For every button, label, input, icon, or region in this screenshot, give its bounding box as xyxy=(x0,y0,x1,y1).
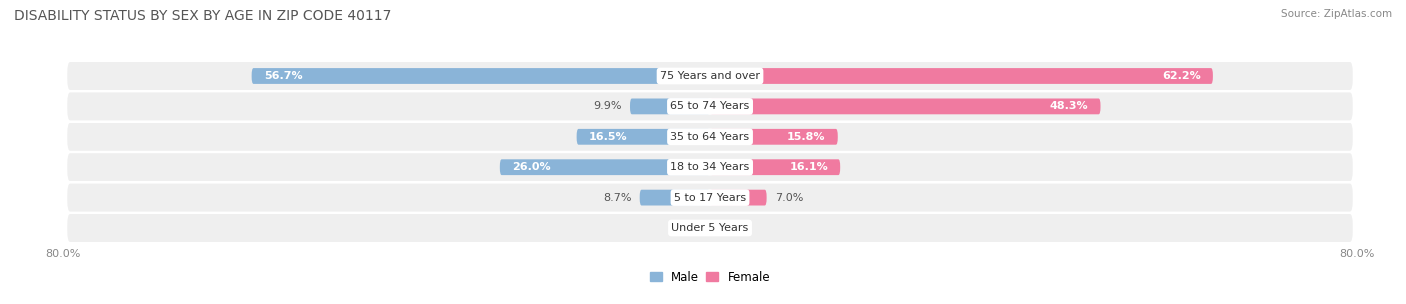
Text: 16.1%: 16.1% xyxy=(789,162,828,172)
Text: 8.7%: 8.7% xyxy=(603,193,631,202)
Text: Source: ZipAtlas.com: Source: ZipAtlas.com xyxy=(1281,9,1392,19)
FancyBboxPatch shape xyxy=(576,129,710,145)
Text: 9.9%: 9.9% xyxy=(593,102,621,111)
Text: 65 to 74 Years: 65 to 74 Years xyxy=(671,102,749,111)
FancyBboxPatch shape xyxy=(710,129,838,145)
FancyBboxPatch shape xyxy=(67,62,1353,90)
Text: 48.3%: 48.3% xyxy=(1050,102,1088,111)
Text: 18 to 34 Years: 18 to 34 Years xyxy=(671,162,749,172)
FancyBboxPatch shape xyxy=(252,68,710,84)
FancyBboxPatch shape xyxy=(67,92,1353,120)
FancyBboxPatch shape xyxy=(710,98,1101,114)
FancyBboxPatch shape xyxy=(710,159,841,175)
FancyBboxPatch shape xyxy=(67,123,1353,151)
FancyBboxPatch shape xyxy=(710,190,766,206)
FancyBboxPatch shape xyxy=(640,190,710,206)
Text: 35 to 64 Years: 35 to 64 Years xyxy=(671,132,749,142)
FancyBboxPatch shape xyxy=(67,153,1353,181)
Text: 15.8%: 15.8% xyxy=(787,132,825,142)
Text: DISABILITY STATUS BY SEX BY AGE IN ZIP CODE 40117: DISABILITY STATUS BY SEX BY AGE IN ZIP C… xyxy=(14,9,391,23)
FancyBboxPatch shape xyxy=(67,184,1353,212)
Text: 26.0%: 26.0% xyxy=(512,162,551,172)
Text: 0.0%: 0.0% xyxy=(723,223,751,233)
Text: 62.2%: 62.2% xyxy=(1161,71,1201,81)
Text: 16.5%: 16.5% xyxy=(589,132,627,142)
Text: 0.0%: 0.0% xyxy=(669,223,697,233)
Text: 5 to 17 Years: 5 to 17 Years xyxy=(673,193,747,202)
Text: 56.7%: 56.7% xyxy=(264,71,302,81)
FancyBboxPatch shape xyxy=(630,98,710,114)
Text: Under 5 Years: Under 5 Years xyxy=(672,223,748,233)
FancyBboxPatch shape xyxy=(67,214,1353,242)
Text: 7.0%: 7.0% xyxy=(775,193,803,202)
Legend: Male, Female: Male, Female xyxy=(645,266,775,288)
FancyBboxPatch shape xyxy=(710,68,1213,84)
Text: 75 Years and over: 75 Years and over xyxy=(659,71,761,81)
FancyBboxPatch shape xyxy=(501,159,710,175)
